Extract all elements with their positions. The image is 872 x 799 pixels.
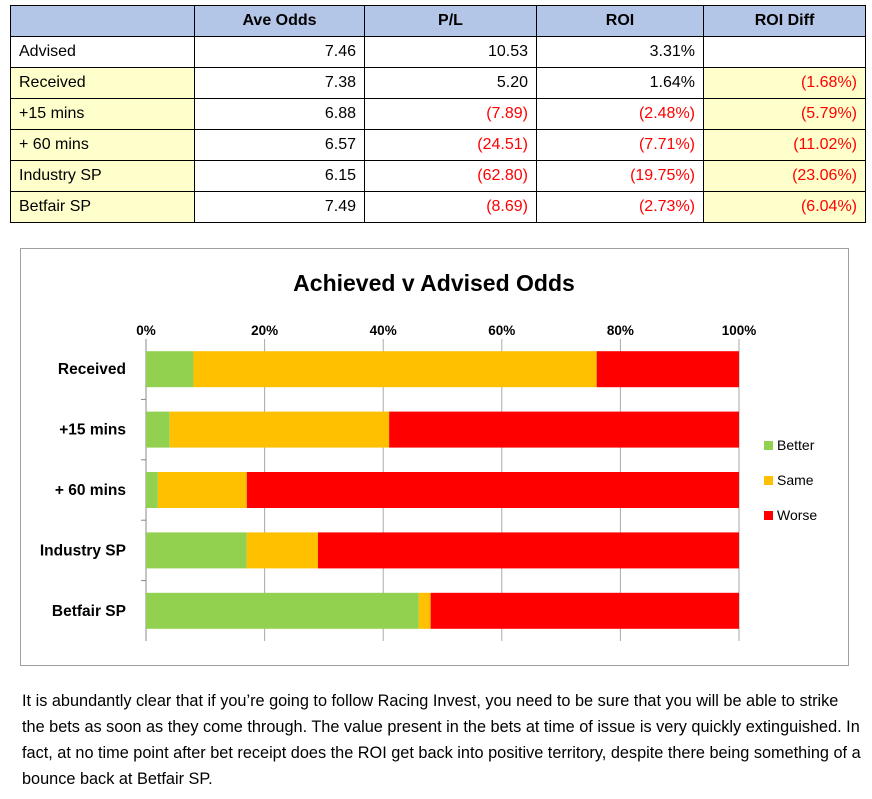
bar-better — [146, 411, 170, 448]
legend-swatch-worse — [764, 511, 773, 520]
category-label: Industry SP — [40, 542, 126, 559]
cell-ave-odds: 6.88 — [194, 98, 365, 130]
bar-better — [146, 592, 419, 629]
cell-pl: (8.69) — [364, 191, 537, 223]
x-tick-label: 80% — [607, 323, 634, 338]
x-tick-label: 0% — [136, 323, 156, 338]
cell-ave-odds: 6.15 — [194, 160, 365, 192]
table-row: +15 mins 6.88 (7.89) (2.48%) (5.79%) — [10, 98, 866, 130]
cell-ave-odds: 7.38 — [194, 67, 365, 99]
legend-label-better: Better — [777, 437, 815, 453]
bar-better — [146, 532, 247, 569]
cell-roi: (7.71%) — [536, 129, 704, 161]
table-row: Industry SP 6.15 (62.80) (19.75%) (23.06%) — [10, 160, 866, 192]
cell-label: Industry SP — [10, 160, 195, 192]
cell-roi-diff: (23.06%) — [703, 160, 866, 192]
table-row: Betfair SP 7.49 (8.69) (2.73%) (6.04%) — [10, 191, 866, 223]
bar-same — [193, 351, 597, 388]
category-label: +15 mins — [59, 422, 126, 439]
cell-roi-diff: (11.02%) — [703, 129, 866, 161]
cell-pl: 10.53 — [364, 36, 537, 68]
cell-label: Received — [10, 67, 195, 99]
category-label: Received — [58, 361, 126, 378]
header-pl: P/L — [364, 5, 537, 37]
bar-same — [246, 532, 318, 569]
cell-roi: 3.31% — [536, 36, 704, 68]
legend-swatch-same — [764, 476, 773, 485]
cell-ave-odds: 7.49 — [194, 191, 365, 223]
x-tick-label: 40% — [370, 323, 397, 338]
bar-worse — [317, 532, 739, 569]
commentary-paragraph: It is abundantly clear that if you’re go… — [22, 692, 861, 788]
cell-roi: (2.48%) — [536, 98, 704, 130]
chart-svg: Achieved v Advised Odds 0% 20% 40% 60% 80% 100… — [40, 270, 817, 641]
x-tick-label: 60% — [488, 323, 515, 338]
cell-roi: 1.64% — [536, 67, 704, 99]
cell-label: + 60 mins — [10, 129, 195, 161]
cell-roi: (2.73%) — [536, 191, 704, 223]
bar-worse — [246, 472, 739, 508]
legend-swatch-better — [764, 441, 773, 450]
bar-same — [418, 592, 431, 629]
cell-label: Advised — [10, 36, 195, 68]
chart-title: Achieved v Advised Odds — [293, 270, 575, 296]
bar-worse — [430, 592, 739, 629]
table-row: + 60 mins 6.57 (24.51) (7.71%) (11.02%) — [10, 129, 866, 161]
table-row: Advised 7.46 10.53 3.31% — [10, 36, 866, 68]
cell-label: +15 mins — [10, 98, 195, 130]
table-header-row: Ave Odds P/L ROI ROI Diff — [10, 5, 866, 37]
header-roi-diff: ROI Diff — [703, 5, 866, 37]
results-table: Ave Odds P/L ROI ROI Diff Advised 7.46 10.… — [10, 5, 866, 223]
legend-label-worse: Worse — [777, 507, 817, 523]
bar-worse — [389, 411, 739, 448]
cell-roi: (19.75%) — [536, 160, 704, 192]
category-label: Betfair SP — [52, 603, 126, 620]
bar-same — [169, 411, 390, 448]
achieved-vs-advised-chart: Achieved v Advised Odds 0% 20% 40% 60% 80% 100… — [20, 248, 849, 666]
bar-same — [157, 472, 247, 508]
bar-better — [146, 472, 158, 508]
cell-label: Betfair SP — [10, 191, 195, 223]
cell-pl: (62.80) — [364, 160, 537, 192]
x-tick-label: 100% — [722, 323, 757, 338]
cell-roi-diff: (6.04%) — [703, 191, 866, 223]
cell-pl: (24.51) — [364, 129, 537, 161]
cell-pl: 5.20 — [364, 67, 537, 99]
header-blank — [10, 5, 195, 37]
legend-label-same: Same — [777, 472, 814, 488]
cell-pl: (7.89) — [364, 98, 537, 130]
cell-roi-diff: (1.68%) — [703, 67, 866, 99]
cell-roi-diff — [703, 36, 866, 68]
table-row: Received 7.38 5.20 1.64% (1.68%) — [10, 67, 866, 99]
cell-ave-odds: 7.46 — [194, 36, 365, 68]
cell-roi-diff: (5.79%) — [703, 98, 866, 130]
bar-better — [146, 351, 194, 388]
bar-worse — [596, 351, 739, 388]
cell-ave-odds: 6.57 — [194, 129, 365, 161]
header-ave-odds: Ave Odds — [194, 5, 365, 37]
category-label: + 60 mins — [55, 482, 126, 499]
x-tick-label: 20% — [251, 323, 278, 338]
header-roi: ROI — [536, 5, 704, 37]
